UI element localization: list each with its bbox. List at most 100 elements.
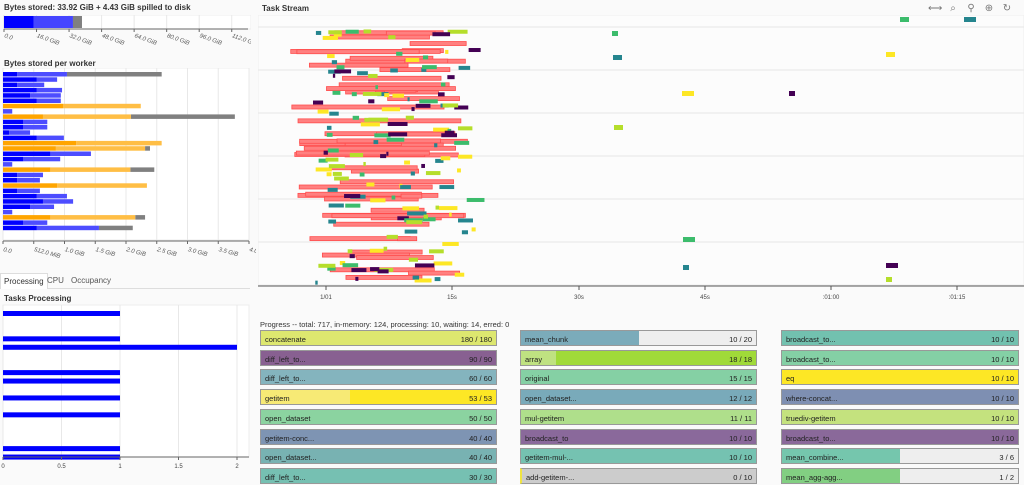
tick-label: 1.5 GiB bbox=[95, 247, 116, 258]
tick-label: 96.0 GiB bbox=[199, 33, 223, 47]
box-zoom-icon[interactable]: ⌕ bbox=[950, 3, 956, 14]
compute-task bbox=[384, 93, 390, 98]
compute-task bbox=[357, 71, 368, 76]
tick-label: 0.5 bbox=[57, 464, 66, 470]
task-stream-chart[interactable]: 1/01 15s 30s 45s:01:00:01:15 bbox=[257, 14, 1024, 305]
progress-fill-memory bbox=[350, 390, 496, 405]
progress-row: where-concat... 10 / 10 bbox=[781, 389, 1019, 406]
progress-row: mean_agg-agg... 1 / 2 bbox=[781, 467, 1019, 484]
worker-bar-solid bbox=[3, 119, 24, 125]
task-name: mul-getitem bbox=[525, 413, 565, 423]
tab-occupancy[interactable]: Occupancy bbox=[71, 276, 112, 285]
tick-label: 112.0 GiB bbox=[231, 33, 251, 48]
tick-label: 30s bbox=[574, 295, 584, 301]
task-count: 10 / 10 bbox=[991, 335, 1014, 344]
xpan-icon[interactable]: ⟷ bbox=[928, 3, 943, 14]
compute-task bbox=[328, 30, 342, 35]
progress-row: open_dataset 50 / 50 bbox=[260, 408, 497, 425]
compute-task bbox=[454, 272, 465, 277]
compute-task bbox=[886, 52, 895, 57]
task-name: broadcast_to bbox=[525, 433, 569, 443]
progress-row: broadcast_to... 10 / 10 bbox=[781, 349, 1019, 366]
compute-task bbox=[370, 198, 386, 203]
worker-bar-solid bbox=[3, 178, 18, 183]
worker-bar-solid bbox=[3, 188, 18, 194]
worker-bar-spilled bbox=[130, 167, 155, 172]
compute-task bbox=[471, 227, 476, 232]
compute-task bbox=[332, 90, 341, 95]
progress-row: broadcast_to... 10 / 10 bbox=[781, 428, 1019, 445]
task-name: array bbox=[525, 354, 543, 364]
compute-task bbox=[614, 125, 623, 130]
compute-task bbox=[454, 140, 470, 145]
worker-bar-solid bbox=[3, 146, 56, 151]
task-count: 12 / 12 bbox=[729, 394, 752, 404]
compute-task bbox=[433, 261, 453, 266]
wheel-zoom-icon[interactable]: ⚲ bbox=[967, 3, 975, 14]
compute-task bbox=[364, 117, 370, 122]
compute-task bbox=[380, 154, 387, 159]
worker-bar-memory bbox=[3, 162, 13, 167]
tap-icon[interactable]: ⊕ bbox=[984, 3, 994, 14]
worker-bar-memory bbox=[23, 220, 48, 225]
compute-task bbox=[454, 105, 469, 110]
worker-bar-memory bbox=[55, 146, 146, 151]
transfer-task bbox=[308, 62, 409, 68]
compute-task bbox=[438, 92, 445, 97]
compute-task bbox=[458, 65, 471, 70]
task-count: 10 / 10 bbox=[991, 433, 1014, 443]
task-count: 180 / 180 bbox=[460, 335, 492, 344]
compute-task bbox=[457, 168, 461, 173]
task-count: 90 / 90 bbox=[469, 354, 492, 364]
progress-fill-memory bbox=[556, 350, 756, 365]
tick-label: 2 bbox=[235, 464, 239, 470]
progress-fill bbox=[782, 449, 900, 464]
progress-row: truediv-getitem 10 / 10 bbox=[781, 408, 1019, 425]
worker-bar-solid bbox=[3, 199, 43, 204]
progress-row: open_dataset... 12 / 12 bbox=[520, 389, 757, 406]
compute-task bbox=[318, 263, 336, 268]
compute-task bbox=[466, 197, 485, 202]
worker-bar-memory bbox=[30, 204, 55, 209]
compute-task bbox=[363, 161, 366, 166]
progress-row: mul-getitem 11 / 11 bbox=[520, 408, 757, 425]
reset-icon[interactable]: ↻ bbox=[1002, 3, 1012, 14]
compute-task bbox=[349, 153, 364, 158]
compute-task bbox=[332, 171, 342, 176]
compute-task bbox=[458, 154, 473, 159]
tick-label: 4.0 GiB bbox=[248, 247, 256, 258]
task-count: 10 / 20 bbox=[729, 335, 752, 344]
task-count: 10 / 10 bbox=[729, 433, 752, 443]
compute-task bbox=[400, 185, 411, 190]
processing-bar bbox=[3, 412, 120, 418]
progress-fill bbox=[261, 350, 496, 365]
progress-row: diff_left_to... 60 / 60 bbox=[260, 369, 497, 386]
task-name: mean_agg-agg... bbox=[786, 472, 843, 482]
processing-bar bbox=[3, 395, 120, 401]
task-count: 60 / 60 bbox=[469, 374, 492, 384]
progress-row: broadcast_to... 10 / 10 bbox=[781, 330, 1019, 346]
compute-task bbox=[432, 32, 451, 37]
worker-bar-memory bbox=[23, 119, 48, 125]
worker-bar-memory bbox=[30, 93, 61, 98]
worker-bar-solid bbox=[3, 103, 64, 109]
transfer-task bbox=[342, 75, 442, 81]
tab-processing[interactable]: Processing bbox=[0, 273, 48, 289]
tab-cpu[interactable]: CPU bbox=[47, 276, 64, 285]
compute-task bbox=[444, 130, 455, 135]
compute-task bbox=[886, 263, 898, 268]
tick-label: 15s bbox=[447, 295, 457, 301]
task-stream-svg[interactable]: 1/01 15s 30s 45s:01:00:01:15 bbox=[257, 14, 1024, 305]
compute-task bbox=[682, 91, 694, 96]
compute-task bbox=[339, 261, 346, 266]
tick-label: 1 bbox=[118, 464, 122, 470]
task-name: truediv-getitem bbox=[786, 413, 836, 423]
worker-bar-memory bbox=[36, 87, 63, 93]
compute-task bbox=[368, 99, 375, 104]
transfer-task bbox=[296, 49, 420, 55]
worker-bar-memory bbox=[9, 130, 31, 135]
compute-task bbox=[327, 266, 336, 271]
task-count: 10 / 10 bbox=[991, 374, 1014, 384]
compute-task bbox=[438, 206, 458, 211]
worker-bar-memory bbox=[17, 172, 43, 178]
